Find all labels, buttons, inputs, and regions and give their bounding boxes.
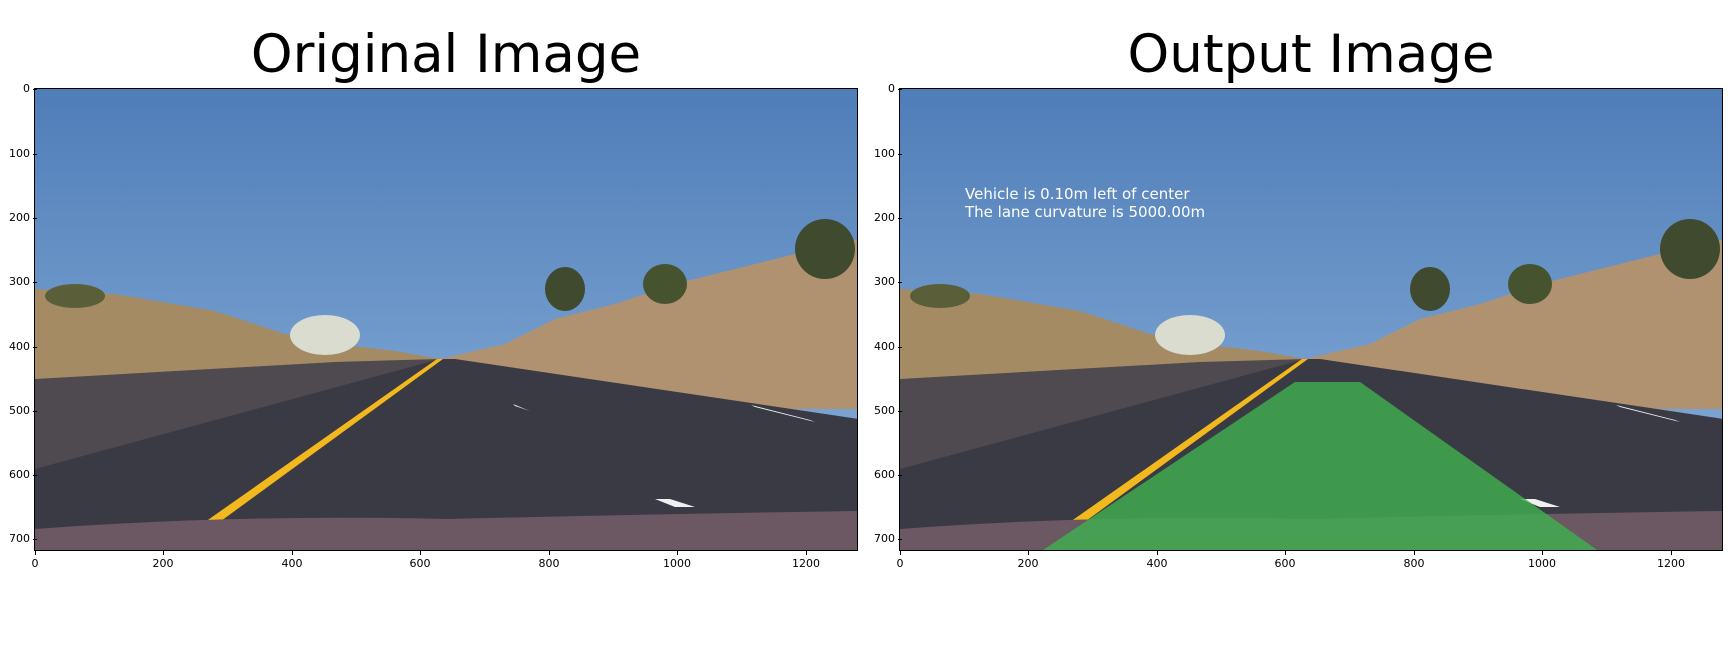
- left-xtick: 0: [15, 551, 55, 570]
- left-ytick: 300: [0, 275, 37, 288]
- vehicle-offset-text: Vehicle is 0.10m left of center: [965, 185, 1190, 203]
- right-ytick: 500: [865, 404, 902, 417]
- lane-overlay: [1043, 382, 1598, 550]
- original-image-panel: [34, 88, 858, 551]
- output-image-panel: [899, 88, 1723, 551]
- left-ytick: 0: [0, 82, 37, 95]
- right-ytick: 300: [865, 275, 902, 288]
- left-ytick: 600: [0, 468, 37, 481]
- left-xtick: 1000: [657, 551, 697, 570]
- lane-curvature-text: The lane curvature is 5000.00m: [965, 203, 1206, 221]
- left-xtick: 600: [400, 551, 440, 570]
- left-ytick: 200: [0, 211, 37, 224]
- left-ytick: 700: [0, 532, 37, 545]
- right-xtick: 400: [1137, 551, 1177, 570]
- right-ytick: 600: [865, 468, 902, 481]
- left-panel-title: Original Image: [250, 24, 642, 85]
- right-ytick: 400: [865, 340, 902, 353]
- left-xtick: 1200: [786, 551, 826, 570]
- left-ytick: 500: [0, 404, 37, 417]
- left-xtick: 800: [529, 551, 569, 570]
- right-xtick: 1000: [1522, 551, 1562, 570]
- left-ytick: 100: [0, 147, 37, 160]
- right-xtick: 0: [880, 551, 920, 570]
- right-ytick: 200: [865, 211, 902, 224]
- right-ytick: 0: [865, 82, 902, 95]
- right-ytick: 700: [865, 532, 902, 545]
- original-road-image: [35, 89, 857, 550]
- output-road-image: [900, 89, 1722, 550]
- left-xtick: 400: [272, 551, 312, 570]
- right-xtick: 800: [1394, 551, 1434, 570]
- right-xtick: 200: [1008, 551, 1048, 570]
- left-xtick: 200: [143, 551, 183, 570]
- right-xtick: 600: [1265, 551, 1305, 570]
- right-ytick: 100: [865, 147, 902, 160]
- right-xtick: 1200: [1651, 551, 1691, 570]
- left-ytick: 400: [0, 340, 37, 353]
- right-panel-title: Output Image: [1127, 24, 1495, 85]
